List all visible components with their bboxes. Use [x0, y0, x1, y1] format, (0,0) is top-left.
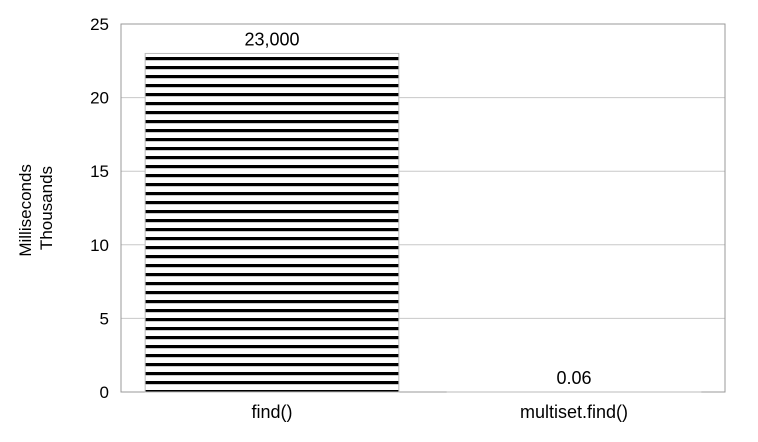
x-axis-categories: find() multiset.find() — [251, 402, 628, 422]
bars — [144, 52, 702, 393]
y-tick-label: 15 — [90, 162, 109, 181]
y-tick-label: 25 — [90, 15, 109, 34]
y-axis-label-line-1: Milliseconds — [16, 164, 35, 257]
y-tick-label: 20 — [90, 89, 109, 108]
x-category-label: find() — [251, 402, 292, 422]
y-tick-label: 10 — [90, 236, 109, 255]
bar — [144, 52, 400, 393]
data-label: 23,000 — [244, 29, 299, 49]
y-axis-label-line-2: Thousands — [37, 166, 56, 250]
x-category-label: multiset.find() — [520, 402, 628, 422]
y-axis-ticks: 0 5 10 15 20 25 — [90, 15, 109, 402]
data-labels: 23,000 0.06 — [244, 29, 591, 388]
plot-area-frame — [120, 23, 726, 393]
y-tick-label: 0 — [100, 383, 109, 402]
data-label: 0.06 — [556, 368, 591, 388]
y-axis-label: Milliseconds Thousands — [16, 159, 56, 256]
y-tick-label: 5 — [100, 309, 109, 328]
